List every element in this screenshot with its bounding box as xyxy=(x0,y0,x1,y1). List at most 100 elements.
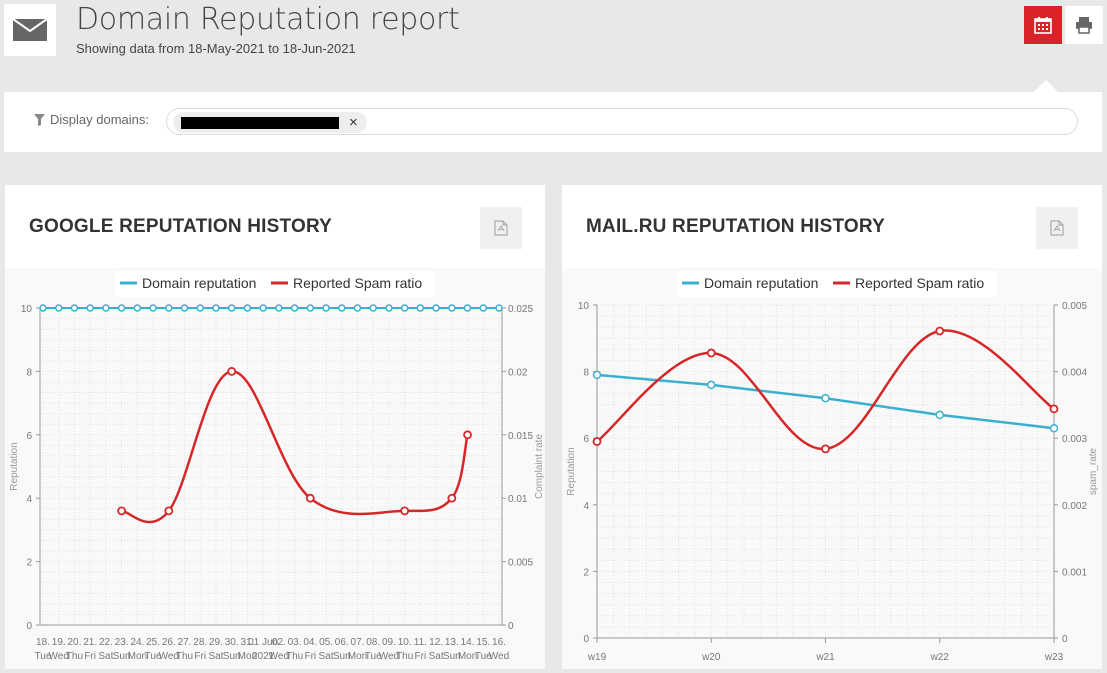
point-domain-reputation xyxy=(212,304,220,312)
point-domain-reputation xyxy=(400,304,409,312)
point-domain-reputation xyxy=(149,304,157,312)
point-spam-ratio xyxy=(227,367,237,376)
pdf-icon xyxy=(1050,220,1064,236)
x-tick-label-day: 19. xyxy=(52,637,66,648)
x-tick-label-weekday: Sun xyxy=(113,651,131,662)
x-tick-label-day: 10. xyxy=(398,637,412,648)
x-tick-label-weekday: Sun xyxy=(333,651,351,662)
x-tick-label-weekday: Mon xyxy=(238,651,257,662)
point-domain-reputation xyxy=(495,304,503,312)
x-tick-label-day: 20. xyxy=(67,637,81,648)
x-tick-label-day: 23. xyxy=(115,637,129,648)
point-domain-reputation xyxy=(432,304,440,312)
y-tick-label-left: 0 xyxy=(26,621,32,632)
google-card-title: GOOGLE REPUTATION HISTORY xyxy=(29,216,333,237)
x-tick-label-day: 14. xyxy=(461,637,475,648)
x-tick-label-weekday: Thu xyxy=(66,651,83,662)
y-tick-label-right: 0.01 xyxy=(508,494,528,505)
point-domain-reputation xyxy=(165,304,173,312)
mailru-pdf-button[interactable] xyxy=(1036,207,1078,249)
y-tick-label-left: 0 xyxy=(583,634,589,645)
y-tick-label-right: 0.003 xyxy=(1062,434,1087,445)
x-tick-label-day: 27. xyxy=(178,637,192,648)
point-spam-ratio xyxy=(592,437,602,446)
x-tick-label-weekday: Fri xyxy=(304,651,316,662)
legend-label-reputation: Domain reputation xyxy=(142,275,256,291)
x-tick-label-weekday: Sat xyxy=(208,651,223,662)
x-tick-label-day: 15. xyxy=(476,637,490,648)
point-domain-reputation xyxy=(70,304,79,312)
point-domain-reputation xyxy=(707,380,716,390)
mailru-card-title: MAIL.RU REPUTATION HISTORY xyxy=(586,216,885,237)
x-tick-label-weekday: Sun xyxy=(443,651,461,662)
x-tick-label-day: 12. xyxy=(429,637,443,648)
print-button[interactable] xyxy=(1065,6,1103,44)
y-axis-title-right: spam_rate xyxy=(1088,447,1099,495)
point-domain-reputation xyxy=(39,304,47,312)
y-axis-title-left: Reputation xyxy=(9,442,20,490)
x-tick-label: w20 xyxy=(701,652,721,663)
point-domain-reputation xyxy=(227,304,236,312)
point-domain-reputation xyxy=(821,393,830,403)
point-domain-reputation xyxy=(369,304,377,312)
x-tick-label-weekday: Tue xyxy=(35,651,52,662)
y-tick-label-right: 0 xyxy=(1062,634,1068,645)
x-tick-label-day: 03. xyxy=(288,637,302,648)
y-tick-label-right: 0.015 xyxy=(508,431,533,442)
point-domain-reputation xyxy=(479,304,488,312)
x-tick-label-weekday: Wed xyxy=(49,651,69,662)
y-tick-label-right: 0.001 xyxy=(1062,567,1087,578)
y-axis-title-right: Complaint rate xyxy=(534,434,545,499)
x-tick-label-weekday: Sun xyxy=(223,651,241,662)
point-domain-reputation xyxy=(592,370,602,380)
point-domain-reputation xyxy=(306,304,315,312)
x-tick-label-weekday: Tue xyxy=(145,651,162,662)
x-tick-label-day: 18. xyxy=(36,637,50,648)
x-tick-label-day: 22. xyxy=(99,637,113,648)
calendar-button[interactable] xyxy=(1024,6,1062,44)
google-reputation-card: GOOGLE REPUTATION HISTORY 10 8 6 4 2 0 0.025 0.… xyxy=(5,185,545,669)
x-tick-label-weekday: Tue xyxy=(475,651,492,662)
y-tick-label-right: 0.005 xyxy=(1062,301,1087,312)
domain-chip: redacted × xyxy=(173,112,367,133)
x-tick-label-weekday: Fri xyxy=(415,651,427,662)
point-spam-ratio xyxy=(117,506,127,516)
x-tick-label-day: 28. xyxy=(193,637,207,648)
point-domain-reputation xyxy=(196,304,204,312)
google-pdf-button[interactable] xyxy=(480,207,522,249)
x-tick-label: w22 xyxy=(930,652,950,663)
x-tick-label-weekday: Fri xyxy=(84,651,96,662)
y-tick-label-right: 0.004 xyxy=(1062,368,1087,379)
x-tick-label-weekday: Mon xyxy=(128,651,147,662)
pdf-icon xyxy=(494,220,508,236)
point-domain-reputation xyxy=(133,304,142,312)
point-domain-reputation xyxy=(448,304,456,312)
y-tick-label-left: 2 xyxy=(26,558,32,569)
y-tick-label-left: 8 xyxy=(583,368,589,379)
x-tick-label-day: 04. xyxy=(303,637,317,648)
x-tick-label-weekday: Sat xyxy=(98,651,113,662)
x-tick-label-weekday: Fri xyxy=(194,651,206,662)
domain-select-input[interactable]: redacted × xyxy=(166,108,1078,135)
print-icon xyxy=(1076,17,1092,34)
mailru-reputation-card: MAIL.RU REPUTATION HISTORY 10 8 6 4 2 0 0.005 0… xyxy=(562,185,1102,669)
x-tick-label: w21 xyxy=(815,652,835,663)
y-tick-label-right: 0 xyxy=(508,621,514,632)
y-tick-label-right: 0.005 xyxy=(508,558,533,569)
legend-label-spam: Reported Spam ratio xyxy=(293,275,422,291)
point-spam-ratio xyxy=(305,493,315,503)
x-tick-label: w23 xyxy=(1044,652,1064,663)
x-tick-label-day: 21. xyxy=(83,637,97,648)
point-domain-reputation xyxy=(259,304,267,312)
chip-remove-button[interactable]: × xyxy=(349,114,358,131)
x-tick-label-weekday: Sat xyxy=(319,651,334,662)
x-tick-label-day: 13. xyxy=(445,637,459,648)
point-domain-reputation xyxy=(243,304,252,312)
x-tick-label-weekday: 2021 xyxy=(252,651,275,662)
calendar-icon xyxy=(1034,17,1052,34)
x-tick-label-weekday: Thu xyxy=(286,651,303,662)
x-tick-label-weekday: Thu xyxy=(176,651,193,662)
x-tick-label-weekday: Mon xyxy=(458,651,477,662)
x-tick-label-weekday: Sat xyxy=(429,651,444,662)
domain-chip-value: redacted xyxy=(181,116,339,129)
